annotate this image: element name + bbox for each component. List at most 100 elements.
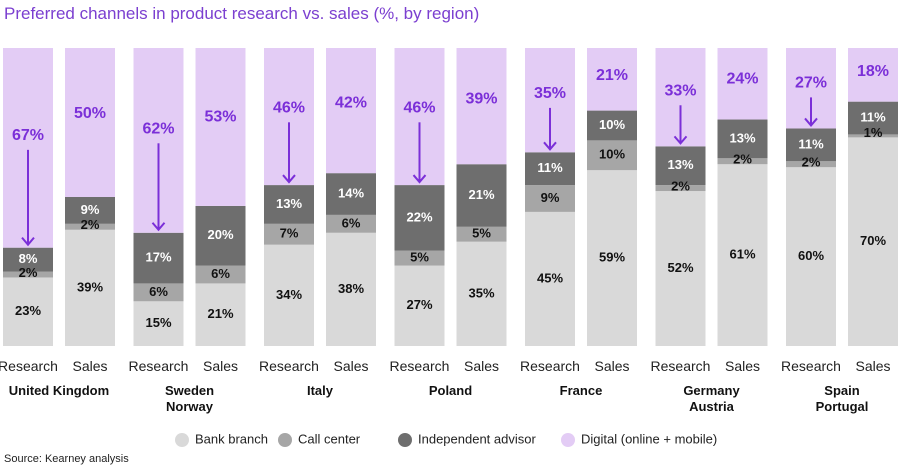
- bar-segment-call-center: [655, 185, 706, 192]
- data-label-call-center: 7%: [280, 226, 299, 241]
- data-label-independent-advisor: 13%: [667, 157, 693, 172]
- bar-label-research: Research: [390, 358, 450, 374]
- bar-label-sales: Sales: [203, 358, 238, 374]
- bar-segment-independent-advisor: [65, 197, 115, 224]
- bar-label-research: Research: [0, 358, 58, 374]
- bar-segment-call-center: [525, 185, 575, 212]
- data-label-bank-branch: 70%: [860, 233, 886, 248]
- data-label-independent-advisor: 9%: [81, 202, 100, 217]
- bar-label-research: Research: [651, 358, 711, 374]
- bar-segment-bank-branch: [655, 191, 706, 346]
- data-label-independent-advisor: 11%: [537, 160, 563, 175]
- bar-segment-call-center: [587, 140, 637, 171]
- bar-segment-bank-branch: [456, 241, 507, 346]
- data-label-bank-branch: 38%: [338, 281, 364, 296]
- data-label-call-center: 6%: [149, 284, 168, 299]
- data-label-call-center: 2%: [671, 178, 690, 193]
- arrow-down-icon: [21, 237, 35, 247]
- arrow-down-icon: [673, 135, 688, 145]
- legend-swatch-digital: [561, 433, 575, 447]
- bar-segment-independent-advisor: [456, 164, 507, 227]
- group-label-poland: Poland: [429, 383, 472, 398]
- group-label-norway: Norway: [166, 399, 214, 414]
- bar-segment-digital: [717, 48, 768, 120]
- data-label-bank-branch: 45%: [537, 270, 563, 285]
- group-label-portugal: Portugal: [816, 399, 869, 414]
- data-label-bank-branch: 15%: [145, 315, 171, 330]
- data-label-bank-branch: 61%: [729, 247, 755, 262]
- data-label-digital: 39%: [465, 90, 497, 107]
- arrow-down-icon: [151, 222, 166, 232]
- data-label-call-center: 2%: [81, 217, 100, 232]
- bar-label-sales: Sales: [594, 358, 629, 374]
- bar-label-sales: Sales: [333, 358, 368, 374]
- arrow-down-icon: [804, 117, 818, 127]
- data-label-digital: 35%: [534, 85, 566, 102]
- data-label-digital: 24%: [726, 71, 758, 88]
- data-label-independent-advisor: 11%: [860, 109, 886, 124]
- data-label-digital: 33%: [664, 82, 696, 99]
- data-label-independent-advisor: 10%: [599, 117, 625, 132]
- data-label-digital: 27%: [795, 75, 827, 92]
- bar-segment-call-center: [717, 158, 768, 165]
- bar-label-research: Research: [129, 358, 189, 374]
- data-label-digital: 46%: [273, 100, 305, 117]
- bar-segment-independent-advisor: [655, 146, 706, 186]
- data-label-digital: 53%: [204, 109, 236, 126]
- bar-segment-digital: [587, 48, 637, 111]
- data-label-call-center: 5%: [472, 226, 491, 241]
- data-label-independent-advisor: 20%: [207, 227, 233, 242]
- bar-segment-bank-branch: [65, 229, 115, 346]
- bar-segment-call-center: [65, 223, 115, 230]
- bar-label-research: Research: [520, 358, 580, 374]
- data-label-bank-branch: 60%: [798, 248, 824, 263]
- data-label-bank-branch: 59%: [599, 250, 625, 265]
- bar-segment-independent-advisor: [133, 232, 184, 284]
- data-label-independent-advisor: 14%: [338, 185, 364, 200]
- chart-title: Preferred channels in product research v…: [4, 4, 480, 23]
- legend-swatch-bank-branch: [175, 433, 189, 447]
- group-label-spain: Spain: [824, 383, 859, 398]
- bar-segment-call-center: [133, 283, 184, 302]
- bar-segment-bank-branch: [525, 211, 575, 346]
- group-label-austria: Austria: [689, 399, 735, 414]
- data-label-independent-advisor: 13%: [276, 196, 302, 211]
- legend-label-digital: Digital (online + mobile): [581, 431, 717, 446]
- data-label-bank-branch: 21%: [207, 306, 233, 321]
- data-label-call-center: 2%: [19, 265, 38, 280]
- bar-segment-digital: [326, 48, 376, 174]
- arrow-down-icon: [282, 174, 296, 184]
- group-label-germany: Germany: [683, 383, 740, 398]
- bar-segment-call-center: [456, 226, 507, 242]
- data-label-digital: 62%: [142, 121, 174, 138]
- data-label-independent-advisor: 13%: [729, 130, 755, 145]
- bar-segment-independent-advisor: [525, 152, 575, 186]
- data-label-digital: 46%: [403, 100, 435, 117]
- data-label-independent-advisor: 22%: [406, 209, 432, 224]
- bar-segment-call-center: [3, 271, 53, 278]
- bar-segment-independent-advisor: [326, 173, 376, 215]
- bar-segment-bank-branch: [264, 244, 314, 346]
- bar-segment-bank-branch: [848, 137, 898, 346]
- bar-segment-independent-advisor: [3, 247, 53, 272]
- data-label-call-center: 6%: [211, 266, 230, 281]
- bar-label-sales: Sales: [725, 358, 760, 374]
- bar-segment-independent-advisor: [786, 128, 836, 162]
- bar-segment-independent-advisor: [195, 205, 246, 266]
- bar-segment-call-center: [195, 265, 246, 284]
- legend-label-independent-advisor: Independent advisor: [418, 431, 536, 446]
- data-label-call-center: 10%: [599, 147, 625, 162]
- data-label-call-center: 2%: [733, 152, 752, 167]
- bar-label-sales: Sales: [464, 358, 499, 374]
- bar-label-research: Research: [259, 358, 319, 374]
- data-label-independent-advisor: 21%: [468, 187, 494, 202]
- bar-segment-call-center: [264, 223, 314, 245]
- data-label-bank-branch: 27%: [406, 297, 432, 312]
- group-label-sweden: Sweden: [165, 383, 214, 398]
- bar-segment-digital: [65, 48, 115, 197]
- arrow-down-icon: [412, 174, 427, 184]
- data-label-bank-branch: 35%: [468, 285, 494, 300]
- bar-segment-bank-branch: [717, 164, 768, 346]
- data-label-call-center: 6%: [342, 215, 361, 230]
- bar-segment-independent-advisor: [848, 101, 898, 135]
